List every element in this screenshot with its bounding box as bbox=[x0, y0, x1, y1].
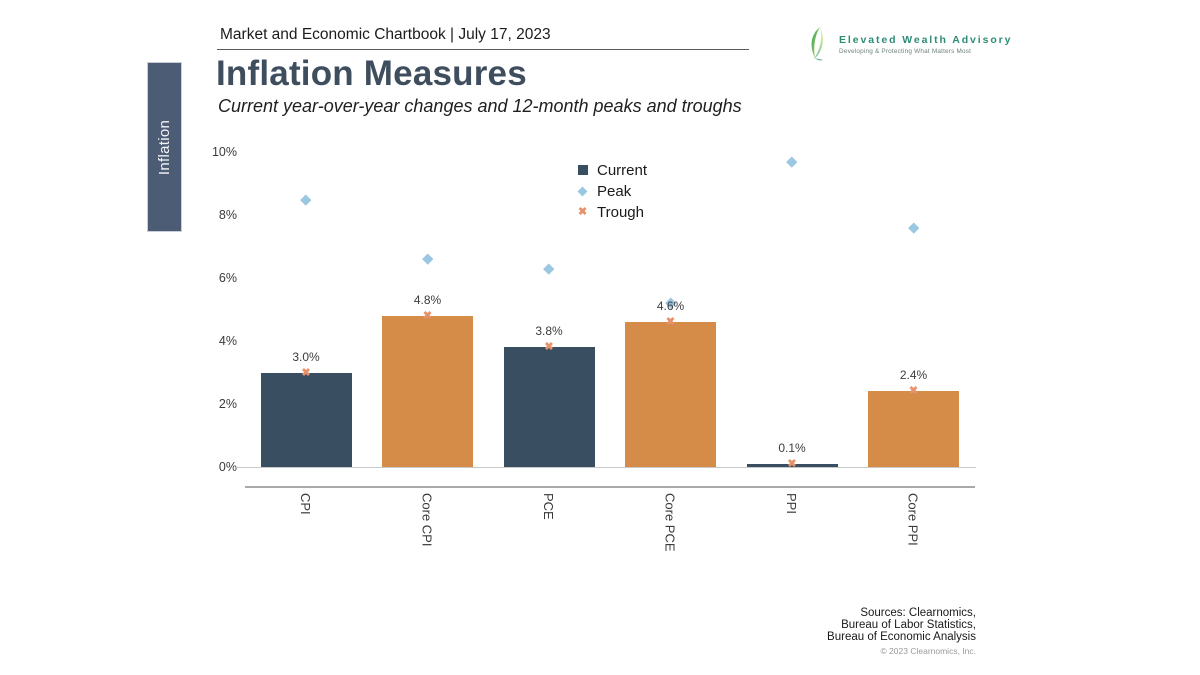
logo-tagline: Developing & Protecting What Matters Mos… bbox=[839, 47, 972, 55]
sources: Sources: Clearnomics, Bureau of Labor St… bbox=[827, 607, 976, 656]
bar-cpi bbox=[260, 372, 352, 467]
sidebar-tab-label: Inflation bbox=[156, 119, 173, 175]
page-subtitle: Current year-over-year changes and 12-mo… bbox=[218, 96, 742, 116]
x-axis-label-pce: PCE bbox=[541, 493, 556, 520]
x-icon: ✖ bbox=[578, 205, 588, 218]
logo: Elevated Wealth Advisory Developing & Pr… bbox=[806, 26, 1012, 62]
peak-marker bbox=[300, 193, 312, 205]
header-divider bbox=[217, 49, 749, 50]
bar-chart: Current Peak ✖ Trough ✖ 3.0% ✖ 4.8% ✖ 3.8% ✖ 4.6% ✖… bbox=[236, 152, 976, 470]
trough-marker: ✖ bbox=[301, 366, 311, 379]
x-axis-label-core-cpi: Core CPI bbox=[419, 493, 435, 547]
source-line: Bureau of Economic Analysis bbox=[827, 631, 976, 644]
y-tick-label: 6% bbox=[218, 271, 237, 285]
trough-marker: ✖ bbox=[544, 341, 554, 354]
x-axis-label-core-ppi: Core PPI bbox=[905, 493, 921, 546]
x-axis-label-cpi: CPI bbox=[298, 493, 313, 515]
bar-value-label: 0.1% bbox=[778, 440, 806, 455]
source-line: Bureau of Labor Statistics, bbox=[841, 619, 976, 632]
peak-marker bbox=[908, 222, 919, 233]
chartbook-header: Market and Economic Chartbook | July 17,… bbox=[220, 26, 551, 43]
y-tick-label: 2% bbox=[218, 397, 237, 411]
bar-core-pce bbox=[625, 322, 716, 467]
trough-marker: ✖ bbox=[422, 309, 433, 322]
legend-label: Peak bbox=[597, 182, 632, 200]
legend-label: Current bbox=[597, 161, 648, 179]
category-axis-line bbox=[245, 486, 975, 488]
bar-value-label: 4.8% bbox=[413, 292, 442, 307]
y-tick-label: 0% bbox=[218, 460, 237, 474]
bar-value-label: 3.8% bbox=[535, 324, 563, 339]
chart-legend: Current Peak ✖ Trough bbox=[577, 161, 648, 225]
logo-leaf-icon bbox=[811, 27, 823, 61]
peak-marker bbox=[786, 156, 798, 167]
bar-value-label: 3.0% bbox=[292, 349, 320, 364]
diamond-icon bbox=[577, 186, 592, 196]
bar-pce bbox=[503, 347, 595, 467]
trough-marker: ✖ bbox=[665, 316, 676, 329]
peak-marker bbox=[543, 263, 555, 274]
x-axis-baseline bbox=[236, 467, 976, 468]
square-icon bbox=[578, 165, 592, 175]
logo-name: Elevated Wealth Advisory bbox=[839, 33, 1013, 46]
legend-item-trough: ✖ Trough bbox=[578, 203, 647, 221]
x-axis-label-ppi: PPI bbox=[784, 493, 799, 514]
bar-value-label: 4.6% bbox=[656, 299, 685, 314]
copyright: © 2023 Clearnomics, Inc. bbox=[880, 645, 976, 656]
page-title: Inflation Measures bbox=[216, 54, 527, 93]
bar-core-ppi bbox=[868, 391, 959, 467]
trough-marker: ✖ bbox=[787, 457, 797, 470]
sidebar-tab-inflation[interactable]: Inflation bbox=[147, 62, 182, 232]
y-tick-label: 10% bbox=[211, 145, 237, 159]
legend-item-current: Current bbox=[578, 161, 648, 179]
legend-item-peak: Peak bbox=[577, 182, 647, 200]
bar-value-label: 2.4% bbox=[899, 368, 928, 383]
y-tick-label: 8% bbox=[218, 208, 237, 222]
trough-marker: ✖ bbox=[908, 385, 919, 398]
x-axis-labels: CPI Core CPI PCE Core PCE PPI Core PPI bbox=[245, 493, 975, 573]
y-tick-label: 4% bbox=[218, 334, 237, 348]
legend-label: Trough bbox=[597, 203, 644, 221]
y-axis-ticks: 0% 2% 4% 6% 8% 10% bbox=[195, 145, 240, 474]
source-line: Sources: Clearnomics, bbox=[860, 607, 976, 619]
x-axis-label-core-pce: Core PCE bbox=[662, 493, 678, 552]
peak-marker bbox=[422, 253, 433, 265]
logo-text: Elevated Wealth Advisory Developing & Pr… bbox=[839, 34, 1012, 55]
bar-ppi bbox=[746, 463, 838, 467]
bar-core-cpi bbox=[382, 315, 473, 467]
